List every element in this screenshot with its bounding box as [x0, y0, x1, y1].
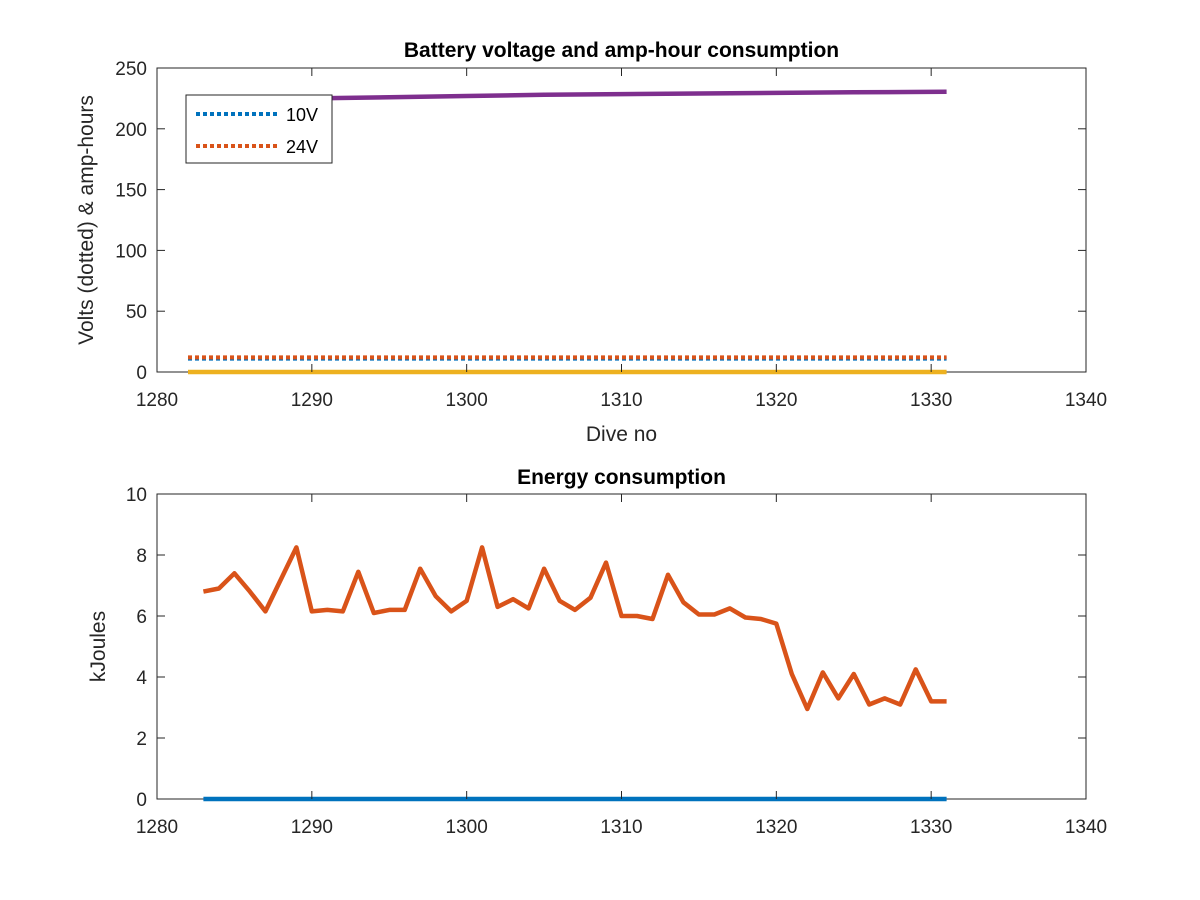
- y-axis-label: Volts (dotted) & amp-hours: [75, 95, 98, 345]
- series-group: [202, 545, 947, 802]
- y-axis-label: kJoules: [87, 611, 110, 682]
- legend-box: [185, 94, 333, 164]
- x-tick-label: 1300: [446, 817, 488, 838]
- x-tick-label: 1290: [291, 817, 333, 838]
- y-tick-label: 200: [115, 120, 147, 141]
- x-tick-label: 1320: [755, 817, 797, 838]
- chart-title: Energy consumption: [517, 466, 726, 489]
- y-tick-label: 250: [115, 59, 147, 80]
- x-tick-label: 1280: [136, 390, 178, 411]
- y-tick-label: 0: [136, 363, 147, 384]
- x-tick-label: 1320: [755, 390, 797, 411]
- ticks: 1280 1290 1300 1310 1320 1330 1340 0 50 100 150 200…: [115, 59, 1107, 411]
- ticks: 1280 1290 1300 1310 1320 1330 1340 0 2 4 6 8 10: [126, 485, 1107, 838]
- x-axis-label: Dive no: [586, 423, 657, 446]
- y-tick-label: 6: [136, 607, 147, 628]
- legend-label-10V: 10V: [286, 105, 318, 125]
- legend-label-24V: 24V: [286, 137, 318, 157]
- y-tick-label: 10: [126, 485, 147, 506]
- series-group: [188, 89, 947, 375]
- x-tick-label: 1330: [910, 390, 952, 411]
- x-tick-label: 1340: [1065, 817, 1107, 838]
- x-tick-label: 1310: [600, 390, 642, 411]
- energy-plot: 1280 1290 1300 1310 1320 1330 1340 0 2 4 6 8 10 Energ…: [87, 466, 1107, 838]
- series-2-line: [202, 545, 947, 712]
- y-tick-label: 8: [136, 546, 147, 567]
- battery-plot: 1280 1290 1300 1310 1320 1330 1340 0 50 100 150 200…: [75, 39, 1107, 446]
- axes-box: [156, 493, 1087, 800]
- x-tick-label: 1300: [446, 390, 488, 411]
- x-tick-label: 1310: [600, 817, 642, 838]
- legend: 10V 24V: [185, 94, 333, 164]
- y-tick-label: 2: [136, 729, 147, 750]
- chart-title: Battery voltage and amp-hour consumption: [404, 39, 839, 62]
- x-tick-label: 1290: [291, 390, 333, 411]
- y-tick-label: 100: [115, 241, 147, 262]
- y-tick-label: 150: [115, 181, 147, 202]
- x-tick-label: 1340: [1065, 390, 1107, 411]
- y-tick-label: 4: [136, 668, 147, 689]
- y-tick-label: 0: [136, 790, 147, 811]
- y-tick-label: 50: [126, 302, 147, 323]
- series-4-line: [280, 89, 947, 102]
- x-tick-label: 1280: [136, 817, 178, 838]
- x-tick-label: 1330: [910, 817, 952, 838]
